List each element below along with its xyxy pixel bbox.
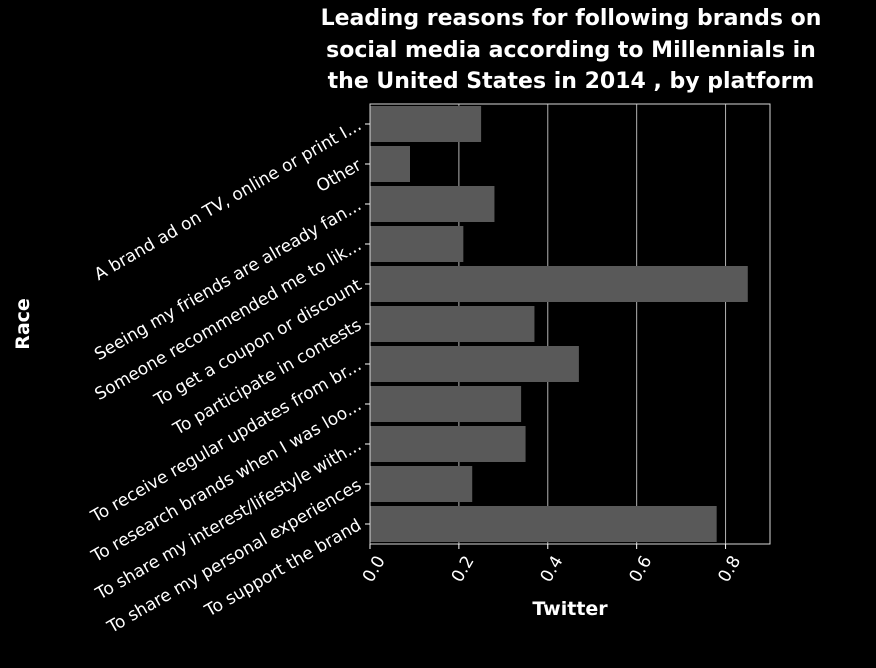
x-axis-label: Twitter xyxy=(532,598,608,620)
bar xyxy=(370,226,464,262)
x-tick-label: 0.2 xyxy=(448,553,479,586)
x-tick-label: 0.8 xyxy=(714,553,745,586)
bar xyxy=(370,306,535,342)
bar xyxy=(370,466,473,502)
bar xyxy=(370,146,410,182)
x-tick-label: 0.4 xyxy=(537,553,568,586)
x-tick-label: 0.0 xyxy=(359,553,390,586)
bar xyxy=(370,506,717,542)
x-axis: 0.0 0.2 0.4 0.6 0.8 xyxy=(359,544,745,586)
bars xyxy=(370,106,748,542)
bar xyxy=(370,386,522,422)
y-axis: A brand ad on TV, online or print I...Ot… xyxy=(87,115,370,638)
bar xyxy=(370,346,579,382)
bar xyxy=(370,186,495,222)
bar xyxy=(370,266,748,302)
chart-title-line-2: social media according to Millennials in xyxy=(326,38,816,63)
y-tick-label: To share my interest/lifestyle with... xyxy=(92,435,365,604)
y-axis-label: Race xyxy=(12,298,34,350)
bar xyxy=(370,106,482,142)
y-tick-label: Other xyxy=(313,155,365,196)
chart-title-line-1: Leading reasons for following brands on xyxy=(320,6,822,31)
chart-title-line-3: the United States in 2014 , by platform xyxy=(327,69,815,94)
bar xyxy=(370,426,526,462)
x-tick-label: 0.6 xyxy=(626,553,657,586)
